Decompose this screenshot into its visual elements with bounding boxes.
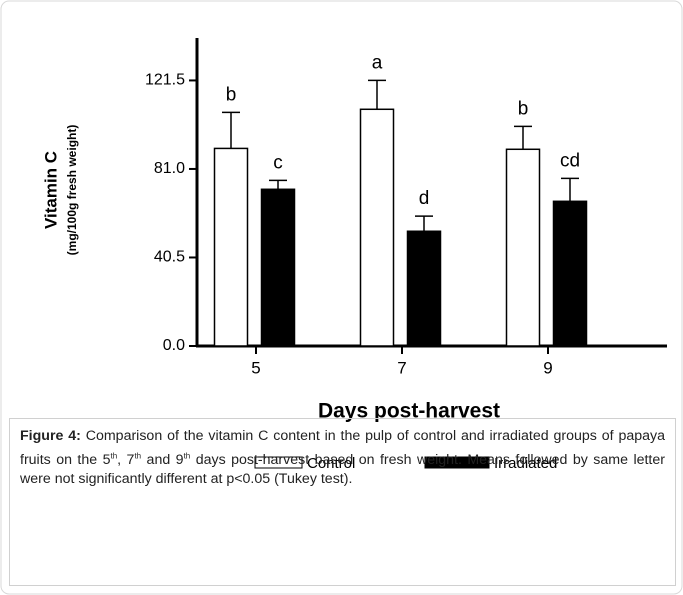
y-tick-label: 121.5 bbox=[145, 72, 185, 89]
legend-label: Irradiated bbox=[494, 455, 557, 472]
bar bbox=[260, 188, 296, 347]
y-tick-label: 81.0 bbox=[154, 160, 185, 177]
y-tick-label: 40.5 bbox=[154, 249, 185, 266]
x-tick-label: 9 bbox=[543, 358, 552, 377]
bar bbox=[406, 230, 442, 347]
caption-fragment: Comparison of the vitamin C content in t… bbox=[20, 428, 665, 468]
caption-text: Comparison of the vitamin C content in t… bbox=[20, 428, 665, 487]
legend-label: Control bbox=[307, 455, 355, 472]
bar bbox=[552, 200, 588, 347]
bar bbox=[359, 108, 395, 347]
x-tick-label: 5 bbox=[251, 358, 260, 377]
legend-swatch bbox=[254, 456, 303, 469]
significance-letter: b bbox=[518, 98, 529, 119]
bar bbox=[213, 147, 249, 347]
superscript: th bbox=[110, 451, 118, 460]
significance-letter: a bbox=[372, 52, 383, 73]
x-axis-title: Days post-harvest bbox=[318, 400, 500, 423]
x-tick-label: 7 bbox=[397, 358, 406, 377]
caption-fragment: , 7 bbox=[117, 451, 135, 468]
caption-label: Figure 4: bbox=[20, 428, 81, 444]
significance-letter: c bbox=[273, 152, 283, 173]
caption: Figure 4: Comparison of the vitamin C co… bbox=[9, 418, 676, 586]
y-axis-title: Vitamin C bbox=[41, 151, 60, 229]
significance-letter: d bbox=[419, 188, 430, 209]
y-tick-label: 0.0 bbox=[163, 337, 185, 354]
caption-fragment: days post-harvest based on fresh weight.… bbox=[20, 451, 665, 487]
y-axis-subtitle: (mg/100g fresh weight) bbox=[65, 125, 79, 256]
superscript: th bbox=[183, 451, 191, 460]
significance-letter: b bbox=[226, 84, 237, 105]
legend-swatch bbox=[424, 456, 490, 469]
caption-fragment: and 9 bbox=[141, 451, 184, 468]
significance-letter: cd bbox=[560, 150, 580, 171]
bar bbox=[505, 148, 541, 347]
superscript: th bbox=[134, 451, 142, 460]
